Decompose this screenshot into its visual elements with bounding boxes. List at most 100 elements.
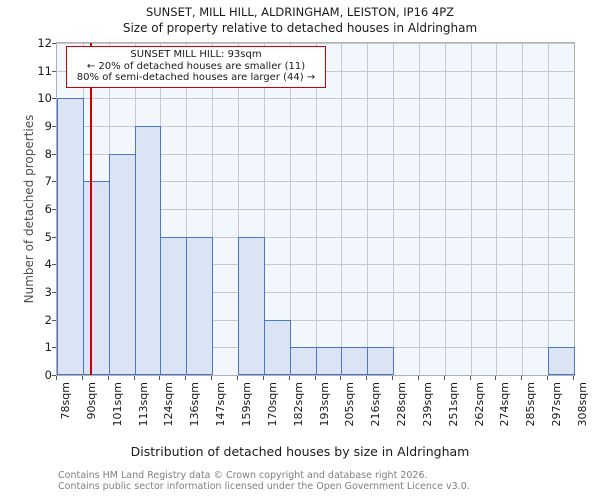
gridline-vertical [445, 43, 446, 375]
x-tick-mark [289, 376, 290, 380]
annotation-smaller-text: ← 20% of detached houses are smaller (11… [86, 60, 306, 72]
histogram-bar [290, 347, 317, 375]
histogram-bar [341, 347, 368, 375]
histogram-bar [264, 319, 291, 375]
gridline-vertical [522, 43, 523, 375]
y-tick-label: 5 [44, 229, 52, 244]
x-axis-title: Distribution of detached houses by size … [130, 444, 470, 459]
gridline-vertical [419, 43, 420, 375]
annotation-title: SUNSET MILL HILL: 93sqm [130, 49, 262, 60]
x-tick-mark [470, 376, 471, 380]
y-tick-mark [52, 181, 56, 183]
y-tick-label: 0 [44, 368, 52, 382]
x-tick-mark [521, 376, 522, 380]
gridline-vertical [290, 43, 291, 375]
x-tick-mark [134, 376, 135, 380]
y-tick-label: 9 [44, 119, 52, 133]
marker-layer [57, 43, 574, 375]
gridline-vertical [341, 43, 342, 375]
x-tick-mark [82, 376, 83, 380]
title-block: SUNSET, MILL HILL, ALDRINGHAM, LEISTON, … [0, 4, 600, 37]
x-tick-label: 170sqm [266, 382, 279, 427]
x-tick-label: 297sqm [550, 382, 563, 427]
y-tick-label: 11 [37, 63, 52, 78]
x-tick-mark [573, 376, 574, 380]
x-tick-mark [366, 376, 367, 380]
gridline-horizontal [57, 153, 574, 155]
y-tick-label: 12 [37, 36, 52, 50]
histogram-bar [238, 236, 265, 375]
x-tick-label: 251sqm [447, 382, 460, 427]
gridline-horizontal [57, 292, 574, 293]
x-tick-label: 205sqm [343, 382, 356, 427]
y-tick-mark [52, 292, 56, 293]
chart-subtitle: Size of property relative to detached ho… [122, 21, 478, 35]
y-tick-mark [52, 70, 56, 72]
gridline-vertical [264, 43, 265, 375]
annotation-box: SUNSET MILL HILL: 93sqm ← 20% of detache… [66, 46, 326, 88]
x-tick-label: 136sqm [188, 382, 201, 427]
x-tick-mark [444, 376, 445, 380]
x-tick-mark [211, 376, 212, 380]
x-tick-mark [547, 376, 548, 380]
x-tick-label: 193sqm [318, 382, 331, 427]
x-tick-mark [159, 376, 160, 380]
x-tick-label: 78sqm [59, 382, 72, 420]
y-tick-mark [52, 209, 56, 210]
gridline-horizontal [57, 126, 574, 127]
y-tick-label: 10 [37, 91, 52, 106]
x-tick-label: 182sqm [292, 382, 305, 427]
x-tick-mark [392, 376, 393, 380]
gridline-vertical [316, 43, 317, 375]
x-tick-mark [418, 376, 419, 380]
y-tick-mark [52, 264, 56, 266]
gridline-vertical [212, 43, 213, 375]
x-tick-label: 274sqm [498, 382, 511, 427]
property-marker-line [90, 43, 92, 375]
x-tick-label: 113sqm [137, 382, 150, 427]
x-tick-mark [495, 376, 496, 380]
x-tick-mark [263, 376, 264, 380]
plot-area [56, 42, 575, 376]
annotation-larger-text: 80% of semi-detached houses are larger (… [76, 72, 316, 83]
y-tick-mark [52, 347, 56, 349]
histogram-bar [367, 347, 394, 375]
x-tick-label: 147sqm [214, 382, 227, 427]
gridline-horizontal [57, 43, 574, 44]
x-tick-label: 285sqm [524, 382, 537, 427]
y-tick-mark [52, 43, 56, 44]
gridline-vertical [548, 43, 549, 375]
footer: Contains HM Land Registry data © Crown c… [58, 470, 598, 492]
x-tick-mark [315, 376, 316, 380]
x-tick-label: 159sqm [240, 382, 253, 427]
histogram-bar [548, 347, 575, 375]
gridline-vertical [186, 43, 187, 375]
x-tick-label: 90sqm [85, 382, 98, 420]
gridline-vertical [496, 43, 497, 375]
gridline-horizontal [57, 236, 574, 238]
x-tick-mark [56, 376, 57, 380]
x-tick-label: 216sqm [369, 382, 382, 427]
gridline-vertical [367, 43, 368, 375]
histogram-bar [316, 347, 342, 375]
footer-line-1: Contains HM Land Registry data © Crown c… [58, 470, 428, 481]
y-tick-mark [52, 375, 56, 376]
x-tick-label: 308sqm [576, 382, 589, 427]
y-tick-mark [52, 153, 56, 155]
y-tick-label: 6 [44, 202, 52, 216]
y-tick-label: 1 [44, 340, 52, 355]
y-tick-label: 2 [44, 312, 52, 327]
x-tick-mark [108, 376, 109, 380]
x-tick-mark [185, 376, 186, 380]
bars-layer [57, 43, 575, 375]
gridline-horizontal [57, 319, 574, 321]
y-tick-label: 3 [44, 285, 52, 299]
y-tick-label: 7 [44, 174, 52, 189]
gridline-horizontal [57, 209, 574, 210]
x-tick-label: 101sqm [111, 382, 124, 427]
gridline-vertical [471, 43, 472, 375]
histogram-bar [83, 181, 110, 375]
y-tick-mark [52, 98, 56, 100]
page-title: SUNSET, MILL HILL, ALDRINGHAM, LEISTON, … [145, 5, 455, 19]
